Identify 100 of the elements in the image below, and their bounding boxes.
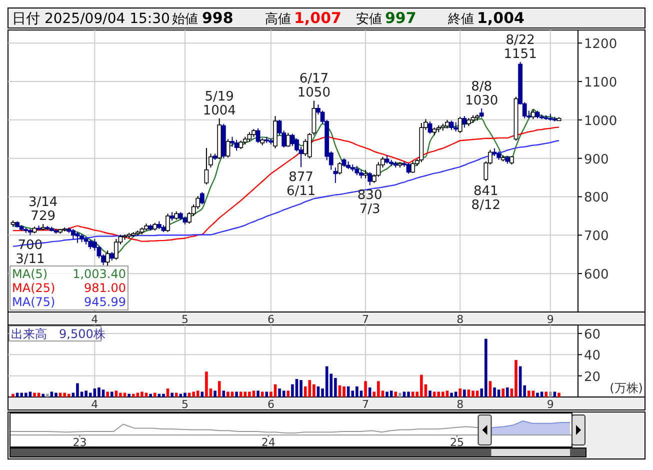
candlestick	[247, 132, 252, 142]
x-tick-label: 25	[450, 436, 464, 449]
bar	[398, 392, 402, 397]
bar	[106, 392, 109, 397]
bar	[200, 392, 204, 397]
x-tick-label: 8	[456, 398, 464, 411]
bar	[497, 390, 500, 397]
candlestick	[96, 245, 102, 259]
candlestick	[230, 136, 234, 148]
bar	[46, 394, 49, 397]
bar	[502, 388, 505, 397]
bar	[222, 390, 226, 397]
text: 始値	[172, 12, 198, 27]
x-tick-label: 9	[546, 398, 554, 411]
candlestick	[458, 116, 462, 134]
bar	[446, 390, 449, 397]
bar	[235, 392, 238, 397]
text: 高値	[265, 11, 291, 27]
bar	[364, 381, 367, 397]
candlestick	[70, 228, 76, 240]
bar	[411, 392, 414, 397]
annotation: 8/22 1151	[504, 32, 537, 62]
bar	[394, 392, 398, 397]
bar	[76, 383, 79, 397]
y-tick-label: 1100	[584, 75, 618, 90]
y-tick-label: 900	[584, 152, 609, 168]
bar	[532, 390, 535, 397]
candlestick	[114, 238, 118, 260]
chart-title: 出来高 9,500株	[11, 327, 106, 341]
bar	[390, 390, 393, 397]
bar	[553, 392, 556, 397]
candlestick	[479, 108, 484, 118]
annotation: 1,003.40	[72, 267, 126, 281]
bar	[218, 381, 221, 397]
annotation: 830 7/3	[357, 188, 382, 218]
bar	[119, 392, 122, 397]
x-tick-label: 6	[267, 313, 274, 326]
bar	[226, 392, 230, 397]
bar	[67, 394, 70, 397]
chart-title: 日付 2025/09/04 15:30	[12, 11, 170, 27]
annotation: 945.99	[84, 295, 126, 309]
bar	[360, 390, 363, 397]
text: 998	[202, 9, 234, 27]
text: 1,004	[477, 9, 524, 27]
bar	[110, 392, 114, 397]
annotation: 6/17 1050	[297, 72, 330, 101]
text: 1,007	[294, 9, 342, 27]
bar	[540, 392, 544, 397]
bar	[153, 392, 156, 397]
bar	[454, 392, 458, 397]
annotation: 3/14 729	[28, 195, 58, 224]
x-tick-label: 7	[362, 313, 370, 326]
bar	[205, 372, 208, 397]
bar	[463, 390, 466, 397]
bar	[174, 392, 178, 397]
candlestick	[368, 172, 372, 186]
bar	[256, 390, 260, 397]
bar	[488, 381, 492, 397]
bar	[102, 390, 105, 397]
bar	[140, 392, 144, 397]
candlestick	[286, 132, 290, 148]
bar	[467, 390, 470, 397]
candlestick	[354, 166, 360, 176]
bar	[493, 387, 496, 397]
text: 終値	[447, 12, 474, 27]
text: MA(5)	[12, 267, 48, 281]
bar	[528, 390, 530, 397]
bar	[12, 394, 14, 397]
candlestick	[204, 147, 209, 185]
bar	[230, 392, 234, 397]
bar	[132, 394, 135, 397]
candlestick	[449, 120, 454, 130]
bar	[184, 392, 186, 397]
candlestick	[454, 122, 458, 132]
bar	[282, 390, 286, 397]
y-tick-label: 60	[584, 327, 601, 342]
annotation: 841 8/12	[471, 184, 501, 213]
x-tick-label: 4	[91, 398, 98, 411]
candlestick	[256, 128, 260, 144]
bar	[252, 390, 256, 397]
bar	[402, 392, 406, 397]
bar	[386, 392, 388, 397]
bar	[196, 390, 200, 397]
y-tick-label: 600	[584, 268, 609, 283]
candlestick	[410, 160, 416, 174]
x-tick-label: 5	[181, 313, 188, 326]
x-tick-label: 9	[546, 313, 554, 326]
x-tick-label: 23	[72, 436, 87, 449]
bar	[28, 392, 32, 397]
text: 997	[385, 9, 416, 27]
bar	[214, 390, 216, 397]
bar	[536, 392, 539, 397]
x-tick-label: 4	[91, 313, 98, 326]
bar	[558, 392, 560, 397]
y-tick-label: 1200	[584, 37, 618, 52]
candlestick	[428, 120, 432, 134]
bar	[549, 392, 552, 397]
y-tick-label: 1000	[584, 114, 618, 129]
candlestick	[338, 162, 342, 175]
y-axis-title: (万株)	[610, 381, 643, 395]
